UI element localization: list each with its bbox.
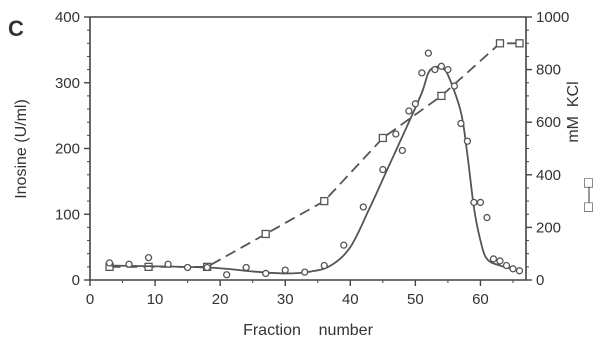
y-left-tick-label: 400	[55, 9, 80, 26]
y-right-ticks: 0 200 400 600 800 1000	[526, 9, 569, 289]
y-right-tick-label: 400	[536, 167, 561, 184]
inosine-circle-marker	[301, 268, 309, 276]
plot-frame	[89, 16, 527, 281]
x-tick-label: 60	[472, 291, 489, 308]
inosine-circle-marker	[437, 62, 446, 70]
inosine-circle-marker	[340, 241, 348, 249]
kcl-square-marker	[495, 39, 505, 48]
y-right-tick-label: 600	[536, 114, 561, 131]
inosine-circle-marker	[320, 261, 328, 270]
inosine-circle-marker	[496, 257, 504, 265]
y-left-tick-label: 100	[55, 206, 80, 223]
inosine-circle-marker	[242, 263, 250, 272]
y-right-tick-label: 1000	[536, 9, 569, 26]
inosine-circle-marker	[262, 269, 270, 278]
y-left-ticks: 0 100 200 300 400	[55, 9, 90, 289]
inosine-circle-marker	[144, 253, 153, 262]
inosine-circle-marker	[392, 130, 400, 138]
inosine-circle-marker	[398, 146, 407, 155]
inosine-circle-marker	[405, 107, 413, 115]
x-tick-label: 50	[407, 291, 424, 308]
right-legend-symbol: □—□	[580, 178, 597, 211]
x-axis-label: Fraction number	[243, 322, 374, 339]
inosine-circle-marker	[359, 203, 367, 211]
y-left-axis-label: Inosine (U/ml)	[13, 99, 30, 199]
x-ticks: 0 10 20 30 40 50 60	[86, 280, 514, 308]
kcl-square-marker	[378, 133, 387, 143]
inosine-fit-curve	[109, 65, 520, 275]
inosine-circle-marker	[125, 260, 133, 268]
inosine-circle-marker	[418, 69, 426, 77]
inosine-circle-marker	[223, 271, 231, 279]
x-tick-label: 40	[342, 291, 359, 308]
inosine-circle-marker	[476, 198, 485, 207]
inosine-circle-marker	[489, 255, 498, 263]
inosine-circle-marker	[502, 261, 511, 270]
inosine-circle-marker	[281, 266, 289, 274]
inosine-circle-marker	[164, 260, 172, 268]
inosine-circle-marker	[379, 165, 387, 174]
inosine-circle-marker	[183, 263, 192, 272]
panel-label: C	[8, 16, 24, 41]
series-kcl	[105, 39, 524, 272]
y-right-tick-label: 800	[536, 62, 561, 79]
inosine-circle-marker	[411, 100, 420, 108]
inosine-circle-marker	[431, 65, 439, 74]
y-right-tick-label: 200	[536, 219, 561, 236]
x-tick-label: 30	[277, 291, 294, 308]
inosine-circle-marker	[463, 137, 472, 145]
series-inosine	[105, 49, 524, 279]
y-right-tick-label: 0	[536, 272, 544, 289]
inosine-circle-marker	[424, 49, 433, 57]
kcl-square-marker	[320, 196, 329, 206]
x-tick-label: 10	[147, 291, 164, 308]
inosine-circle-marker	[457, 119, 465, 128]
x-tick-label: 0	[86, 291, 94, 308]
inosine-circle-marker	[203, 263, 211, 272]
kcl-square-marker	[261, 229, 270, 239]
x-tick-label: 20	[212, 291, 229, 308]
inosine-circle-marker	[470, 198, 478, 207]
kcl-square-marker	[515, 39, 524, 48]
y-left-tick-label: 200	[55, 141, 80, 158]
y-right-axis-label: mM KCl	[565, 81, 582, 142]
inosine-circle-marker	[105, 259, 114, 267]
y-left-tick-label: 300	[55, 75, 80, 92]
inosine-circle-marker	[515, 267, 524, 275]
inosine-circle-marker	[509, 265, 517, 273]
kcl-dashed-line	[109, 42, 520, 268]
inosine-circle-marker	[444, 65, 452, 74]
inosine-circle-marker	[450, 82, 459, 90]
inosine-circle-marker	[483, 213, 491, 222]
kcl-square-marker	[437, 91, 446, 101]
y-left-tick-label: 0	[72, 272, 80, 289]
